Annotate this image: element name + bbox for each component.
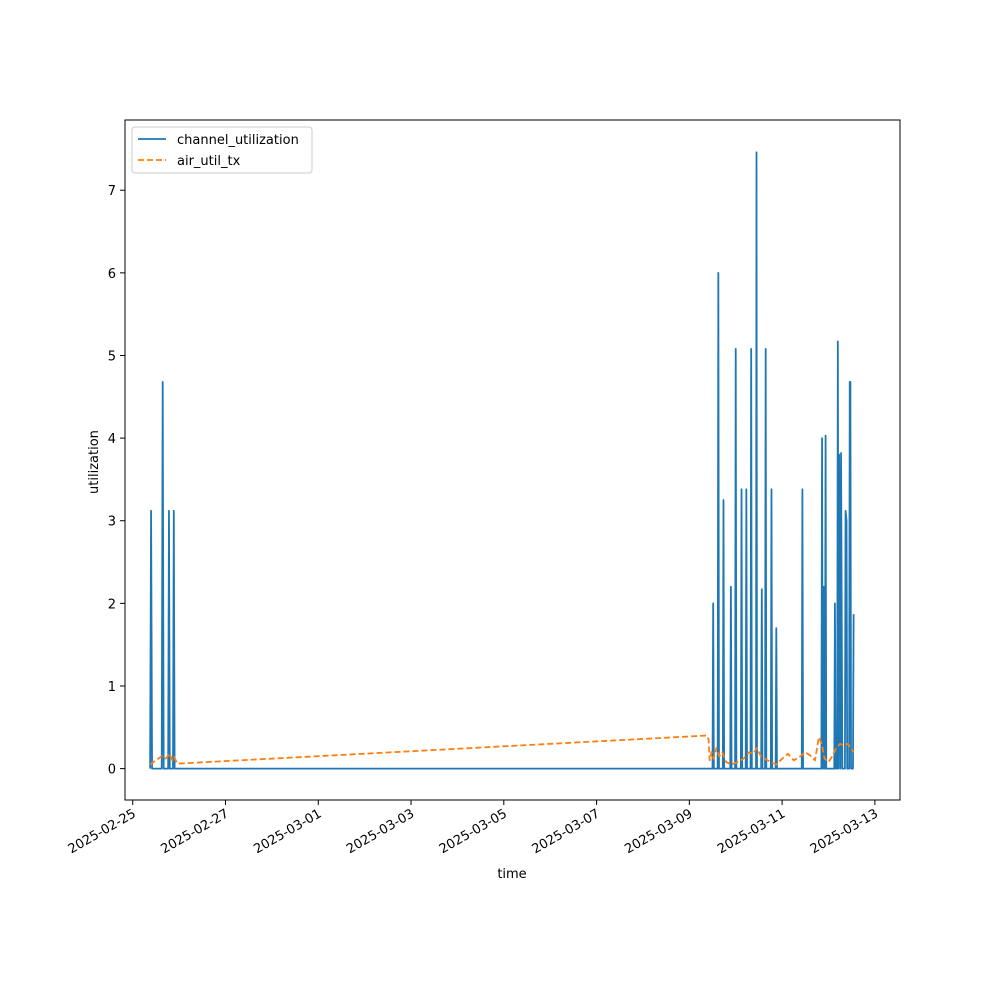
x-tick-label: 2025-02-27 <box>159 806 232 857</box>
y-ticks: 0 1 2 3 4 5 6 7 <box>108 184 125 778</box>
y-tick-label: 3 <box>108 515 116 530</box>
plot-area <box>125 120 900 800</box>
x-ticks: 2025-02-25 2025-02-27 2025-03-01 2025-03-03… <box>66 800 881 857</box>
y-axis-label: utilization <box>87 430 102 494</box>
series-line-air-util-tx <box>149 734 855 766</box>
legend-box <box>131 126 313 174</box>
series-line-channel-utilization <box>149 151 855 770</box>
y-tick-label: 6 <box>108 267 116 282</box>
series-layer <box>149 151 855 770</box>
x-tick-label: 2025-03-09 <box>622 806 695 857</box>
y-tick-label: 4 <box>108 432 116 447</box>
y-tick-label: 5 <box>108 349 116 364</box>
x-tick-label: 2025-03-13 <box>808 806 881 857</box>
x-tick-label: 2025-03-01 <box>251 806 324 857</box>
plot-frame <box>124 119 901 801</box>
legend-label-channel-utilization: channel_utilization <box>177 133 299 148</box>
x-axis-label: time <box>497 867 526 882</box>
y-tick-label: 0 <box>108 763 116 778</box>
y-tick-label: 1 <box>108 680 116 695</box>
y-tick-label: 2 <box>108 597 116 612</box>
x-tick-label: 2025-03-07 <box>530 806 603 857</box>
legend: channel_utilization air_util_tx <box>131 126 313 174</box>
legend-label-air-util-tx: air_util_tx <box>177 154 241 169</box>
x-tick-label: 2025-02-25 <box>66 806 139 857</box>
x-tick-label: 2025-03-11 <box>715 806 788 857</box>
x-tick-label: 2025-03-05 <box>437 806 510 857</box>
y-tick-label: 7 <box>108 184 116 199</box>
x-tick-label: 2025-03-03 <box>344 806 417 857</box>
